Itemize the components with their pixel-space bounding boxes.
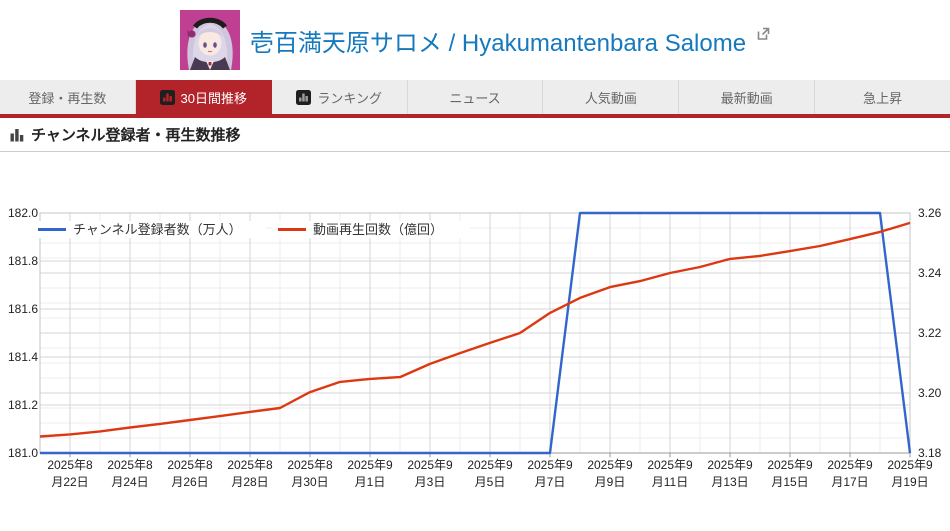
tab-label: 最新動画 [720, 90, 773, 106]
tab-label: 人気動画 [584, 90, 637, 106]
legend-label-views: 動画再生回数（億回） [313, 222, 443, 237]
right-axis-label: 3.22 [918, 326, 942, 340]
left-axis-label: 182.0 [8, 206, 38, 220]
x-axis-label: 2025年9 月3日 [407, 458, 453, 489]
channel-title[interactable]: 壱百満天原サロメ / Hyakumantenbara Salome [249, 29, 747, 57]
tab-registrations[interactable]: 登録・再生数 [0, 80, 136, 114]
tab-latest-videos[interactable]: 最新動画 [679, 80, 816, 114]
left-axis-label: 181.8 [8, 254, 38, 268]
tab-news[interactable]: ニュース [408, 80, 544, 114]
left-axis-label: 181.4 [8, 350, 38, 364]
channel-avatar-image [179, 10, 240, 70]
tab-popular-videos[interactable]: 人気動画 [543, 80, 680, 114]
trend-chart: チャンネル登録者数（万人） 動画再生回数（億回） 182.0 181.8 181.6 18… [8, 206, 942, 489]
x-axis-label: 2025年9 月1日 [347, 458, 393, 489]
channel-header: 壱百満天原サロメ / Hyakumantenbara Salome [0, 0, 950, 80]
legend-bg [272, 221, 470, 238]
tab-label: 登録・再生数 [28, 90, 107, 106]
x-axis-label: 2025年8 月24日 [107, 458, 153, 489]
mini-chart-icon [296, 89, 312, 105]
bar-chart-icon [10, 128, 24, 141]
tab-label: 急上昇 [863, 90, 903, 106]
legend-label-subscribers: チャンネル登録者数（万人） [73, 222, 242, 237]
x-axis-label: 2025年8 月30日 [287, 458, 333, 489]
mini-chart-icon [159, 89, 175, 105]
x-axis-label: 2025年9 月19日 [887, 458, 933, 489]
x-axis-label: 2025年9 月5日 [467, 458, 513, 489]
x-axis-label: 2025年9 月15日 [767, 458, 813, 489]
tab-ranking[interactable]: ランキング [272, 80, 408, 114]
x-axis-label: 2025年9 月13日 [707, 458, 753, 489]
tab-bar: 登録・再生数 30日間推移 ランキング ニュース 人気動画 最新動画 急上昇 [0, 80, 950, 118]
views-line [39, 221, 911, 438]
tab-label: ランキング [317, 90, 382, 106]
x-axis-label: 2025年9 月17日 [827, 458, 873, 489]
tab-30day-trend[interactable]: 30日間推移 [135, 80, 272, 114]
x-axis-label: 2025年8 月28日 [227, 458, 273, 489]
section-heading: チャンネル登録者・再生数推移 [0, 118, 950, 152]
section-title: チャンネル登録者・再生数推移 [31, 127, 241, 144]
x-axis-label: 2025年9 月11日 [647, 458, 693, 489]
left-axis-label: 181.0 [8, 446, 38, 460]
x-axis-label: 2025年8 月26日 [167, 458, 213, 489]
left-axis-label: 181.2 [8, 398, 38, 412]
right-axis-label: 3.24 [918, 266, 942, 280]
tab-trending[interactable]: 急上昇 [815, 80, 950, 114]
left-axis-label: 181.6 [8, 302, 38, 316]
tab-label: 30日間推移 [180, 90, 248, 106]
right-axis-label: 3.18 [918, 446, 942, 460]
x-axis-label: 2025年9 月7日 [527, 458, 573, 489]
x-axis-label: 2025年8 月22日 [47, 458, 93, 489]
right-axis-label: 3.26 [918, 206, 942, 220]
subscriber-line [40, 211, 912, 455]
tab-label: ニュース [449, 90, 501, 106]
right-axis-label: 3.20 [918, 386, 942, 400]
external-link-icon[interactable] [756, 27, 770, 41]
legend-bg [34, 221, 266, 238]
x-axis-label: 2025年9 月9日 [587, 458, 633, 489]
